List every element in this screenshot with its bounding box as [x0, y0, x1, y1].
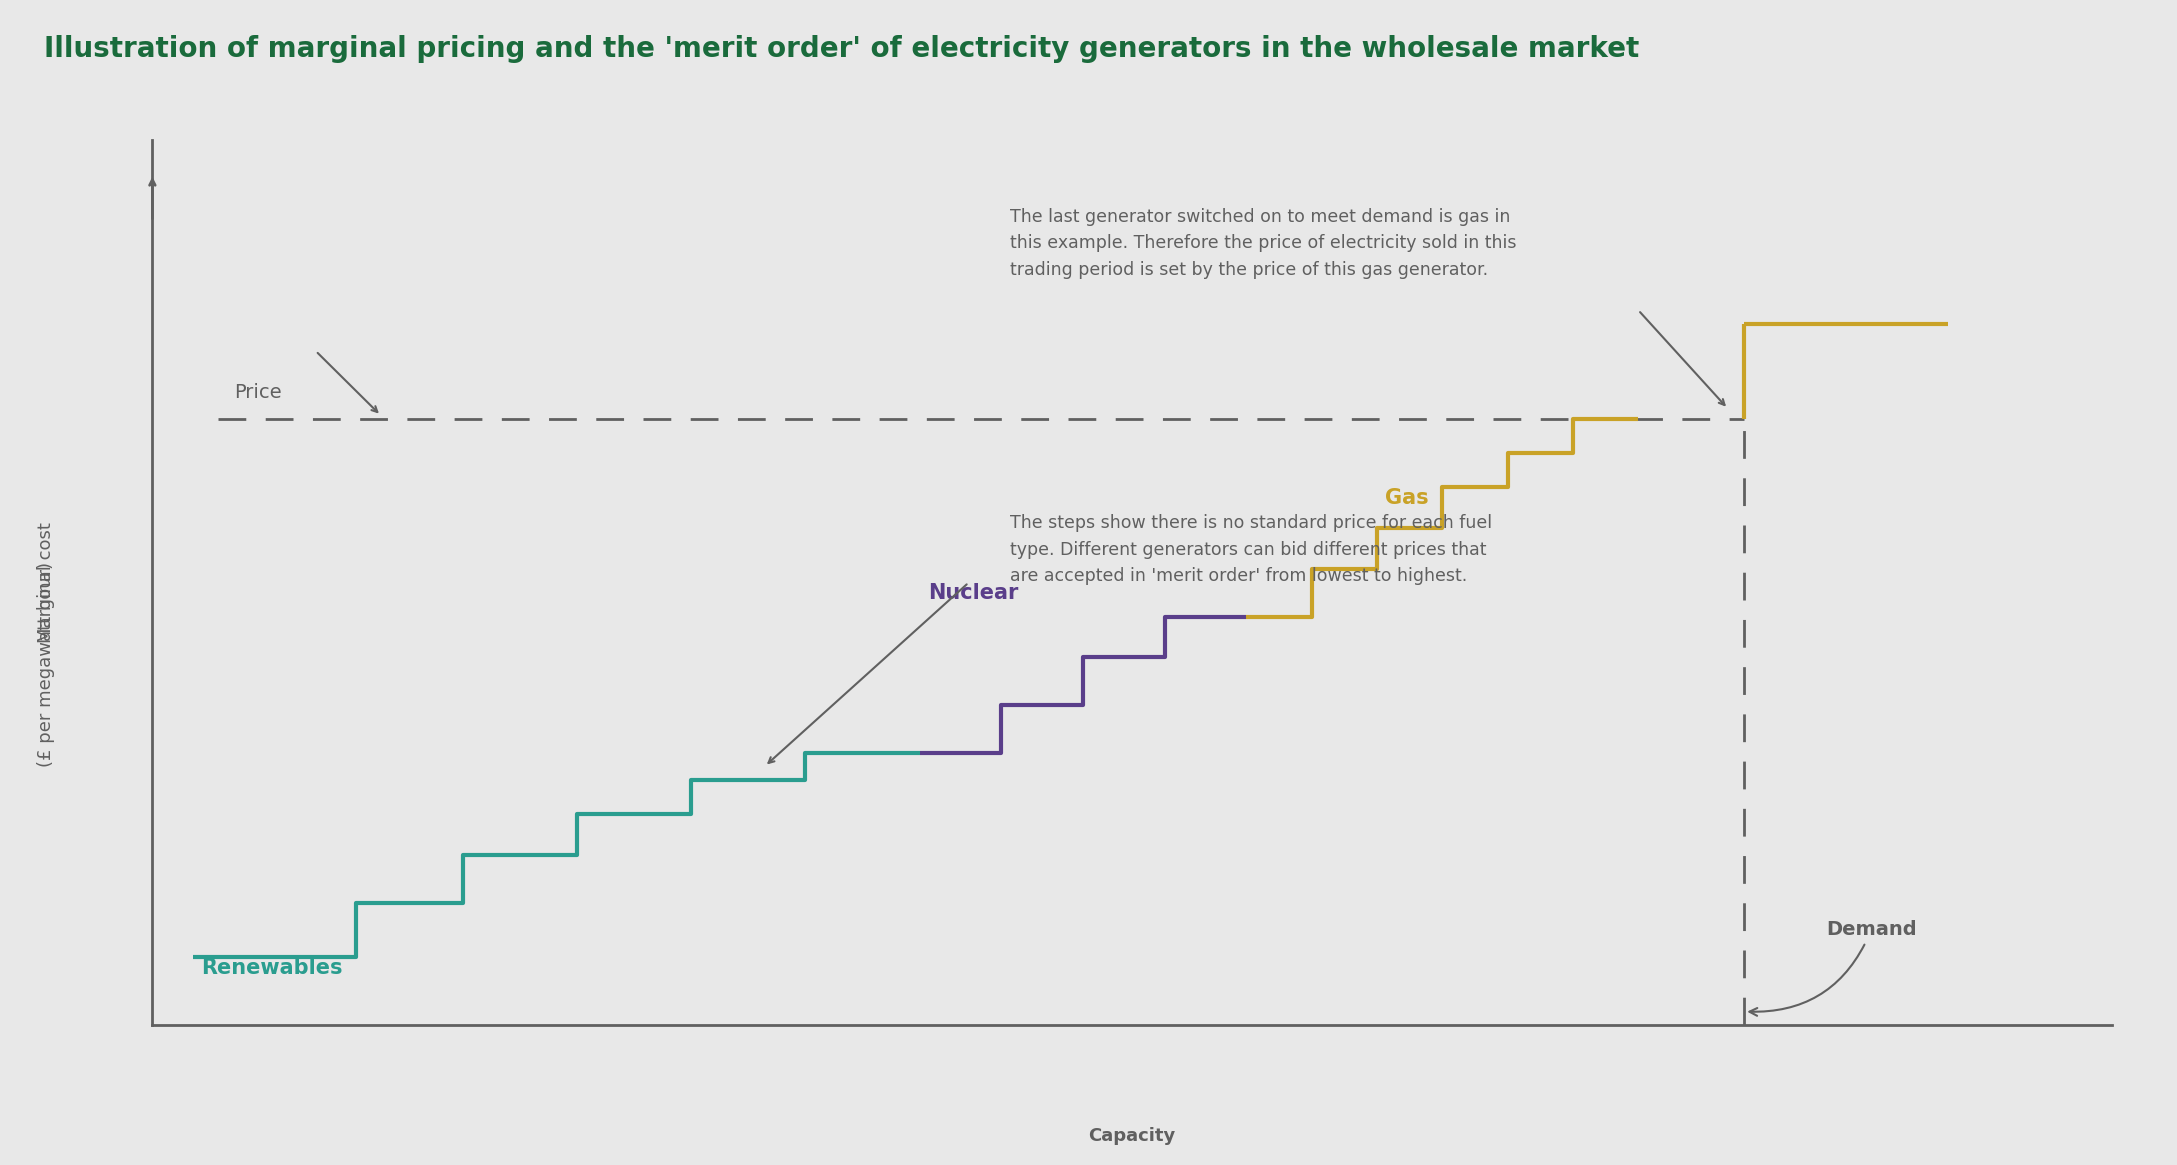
Text: Nuclear: Nuclear: [927, 582, 1019, 603]
Text: Renewables: Renewables: [200, 958, 342, 977]
Text: Price: Price: [235, 383, 281, 402]
Text: Capacity: Capacity: [1088, 1128, 1176, 1145]
Text: Gas: Gas: [1385, 488, 1428, 508]
Text: Marginal cost: Marginal cost: [37, 522, 54, 643]
Text: Demand: Demand: [1750, 920, 1916, 1016]
Text: The last generator switched on to meet demand is gas in
this example. Therefore : The last generator switched on to meet d…: [1010, 207, 1515, 278]
Text: The steps show there is no standard price for each fuel
type. Different generato: The steps show there is no standard pric…: [1010, 515, 1491, 585]
Text: Illustration of marginal pricing and the 'merit order' of electricity generators: Illustration of marginal pricing and the…: [44, 35, 1639, 63]
Text: (£ per megawatt hour): (£ per megawatt hour): [37, 562, 54, 767]
